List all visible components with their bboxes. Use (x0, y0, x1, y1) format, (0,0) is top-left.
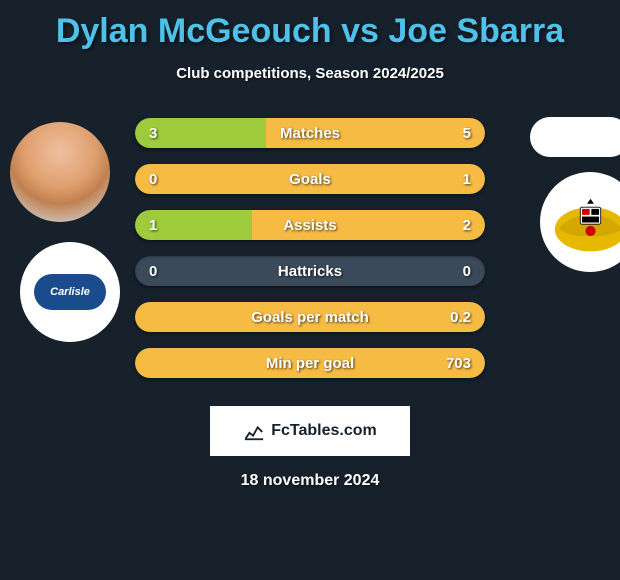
stat-row: 703Min per goal (135, 348, 485, 378)
stat-row: 35Matches (135, 118, 485, 148)
team-left-badge-label: Carlisle (34, 274, 106, 310)
chart-icon (243, 420, 265, 442)
stat-row: 00Hattricks (135, 256, 485, 286)
stat-row: 01Goals (135, 164, 485, 194)
comparison-title: Dylan McGeouch vs Joe Sbarra (0, 0, 620, 51)
comparison-subtitle: Club competitions, Season 2024/2025 (0, 65, 620, 82)
stat-bars: 35Matches 01Goals 12Assists 00Hattricks 0.2G… (135, 118, 485, 394)
stat-row: 12Assists (135, 210, 485, 240)
team-left-badge: Carlisle (20, 242, 120, 342)
snapshot-date: 18 november 2024 (0, 472, 620, 490)
eagle-crest-icon (548, 180, 620, 265)
stat-label: Min per goal (135, 348, 485, 378)
stat-label: Matches (135, 118, 485, 148)
player-left-avatar (10, 122, 110, 222)
stat-label: Goals (135, 164, 485, 194)
source-label: FcTables.com (271, 422, 377, 440)
stat-label: Assists (135, 210, 485, 240)
stat-row: 0.2Goals per match (135, 302, 485, 332)
source-badge: FcTables.com (210, 406, 410, 456)
team-right-badge (540, 172, 620, 272)
comparison-content: Carlisle 35Matches 01Goals 12Assists 00Hatt… (0, 112, 620, 392)
stat-label: Hattricks (135, 256, 485, 286)
stat-label: Goals per match (135, 302, 485, 332)
player-right-avatar (530, 117, 620, 157)
